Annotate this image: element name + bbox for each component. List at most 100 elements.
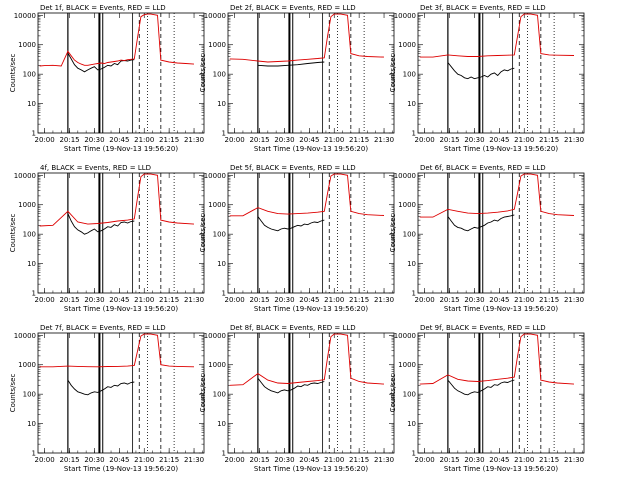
lld-series-line (39, 173, 195, 227)
panel-1: Det 1f, BLACK = Events, RED = LLD 1 10 100 1… (9, 4, 205, 153)
y-tick-label: 10 (217, 420, 226, 428)
panel-title: Det 5f, BLACK = Events, RED = LLD (230, 164, 356, 172)
plot-frame (417, 332, 585, 454)
x-tick-label: 20:30 (84, 456, 104, 464)
x-axis-label: Start Time (19-Nov-13 19:56:20) (254, 305, 368, 313)
panel-3: Det 3f, BLACK = Events, RED = LLD 1 10 100 1… (389, 4, 585, 153)
x-axis-label: Start Time (19-Nov-13 19:56:20) (64, 465, 178, 473)
y-tick-label: 10000 (14, 172, 36, 180)
y-tick-label: 1 (412, 450, 416, 458)
x-tick-label: 20:30 (464, 136, 484, 144)
x-tick-label: 20:15 (249, 296, 269, 304)
x-tick-label: 20:00 (415, 456, 435, 464)
lld-series-line (419, 173, 575, 218)
y-tick-label: 1000 (18, 41, 36, 49)
x-tick-label: 20:00 (225, 296, 245, 304)
events-series-line (447, 379, 515, 396)
x-tick-label: 20:00 (35, 136, 55, 144)
x-tick-label: 21:00 (134, 136, 154, 144)
panel-title: Det 9f, BLACK = Events, RED = LLD (420, 324, 546, 332)
x-tick-label: 20:30 (274, 296, 294, 304)
y-axis-label: Counts/sec (9, 214, 17, 253)
events-series-line (447, 62, 515, 80)
y-axis-label: Counts/sec (9, 54, 17, 93)
x-tick-label: 21:30 (374, 456, 394, 464)
plot-frame (227, 172, 395, 294)
plot-frame (227, 332, 395, 454)
x-tick-label: 20:45 (299, 136, 319, 144)
x-tick-label: 20:00 (35, 296, 55, 304)
x-axis-label: Start Time (19-Nov-13 19:56:20) (254, 145, 368, 153)
y-axis-label: Counts/sec (199, 54, 207, 93)
x-tick-label: 20:45 (299, 456, 319, 464)
y-tick-label: 10000 (204, 332, 226, 340)
x-tick-label: 21:00 (324, 456, 344, 464)
y-axis-label: Counts/sec (9, 374, 17, 413)
events-series-line (67, 379, 135, 396)
x-tick-label: 20:15 (59, 456, 79, 464)
x-tick-label: 20:00 (415, 296, 435, 304)
x-tick-label: 20:45 (299, 296, 319, 304)
x-tick-label: 21:15 (159, 136, 179, 144)
lld-series-line (229, 173, 385, 217)
y-tick-label: 1000 (208, 41, 226, 49)
x-tick-label: 21:30 (564, 136, 584, 144)
panel-9: Det 9f, BLACK = Events, RED = LLD 1 10 100 1… (389, 324, 585, 473)
panel-4: 4f, BLACK = Events, RED = LLD 1 10 100 1000 1… (9, 164, 205, 313)
x-tick-label: 20:15 (59, 136, 79, 144)
x-tick-label: 21:30 (184, 136, 204, 144)
lld-series-line (419, 333, 575, 385)
x-tick-label: 20:30 (84, 136, 104, 144)
y-axis-label: Counts/sec (389, 54, 397, 93)
y-tick-label: 10000 (394, 12, 416, 20)
events-series-line (257, 377, 325, 394)
x-axis-label: Start Time (19-Nov-13 19:56:20) (444, 145, 558, 153)
y-tick-label: 1 (32, 450, 36, 458)
y-tick-label: 10000 (394, 332, 416, 340)
panel-6: Det 6f, BLACK = Events, RED = LLD 1 10 100 1… (389, 164, 585, 313)
x-tick-label: 20:15 (439, 296, 459, 304)
x-tick-label: 21:30 (564, 456, 584, 464)
x-tick-label: 20:45 (489, 296, 509, 304)
x-tick-label: 20:15 (59, 296, 79, 304)
lld-series-line (229, 13, 385, 63)
plot-frame (37, 172, 205, 294)
panel-title: Det 3f, BLACK = Events, RED = LLD (420, 4, 546, 12)
events-series-line (257, 61, 325, 67)
events-series-line (67, 213, 135, 235)
x-tick-label: 20:30 (84, 296, 104, 304)
panel-title: Det 6f, BLACK = Events, RED = LLD (420, 164, 546, 172)
x-tick-label: 20:45 (489, 136, 509, 144)
panel-title: Det 1f, BLACK = Events, RED = LLD (40, 4, 166, 12)
y-tick-label: 1000 (208, 201, 226, 209)
y-axis-label: Counts/sec (389, 374, 397, 413)
panel-title: Det 2f, BLACK = Events, RED = LLD (230, 4, 356, 12)
x-tick-label: 21:15 (349, 136, 369, 144)
x-tick-label: 21:00 (514, 136, 534, 144)
x-tick-label: 21:00 (514, 456, 534, 464)
plot-frame (417, 172, 585, 294)
y-tick-label: 100 (403, 391, 416, 399)
x-tick-label: 20:15 (439, 136, 459, 144)
y-tick-label: 10 (407, 420, 416, 428)
y-axis-label: Counts/sec (389, 214, 397, 253)
x-tick-label: 21:15 (349, 296, 369, 304)
lld-series-line (229, 333, 385, 386)
x-tick-label: 21:15 (349, 456, 369, 464)
x-tick-label: 21:00 (134, 296, 154, 304)
y-tick-label: 1 (32, 290, 36, 298)
panel-title: Det 7f, BLACK = Events, RED = LLD (40, 324, 166, 332)
x-tick-label: 21:00 (514, 296, 534, 304)
x-tick-label: 20:15 (439, 456, 459, 464)
lld-series-line (419, 13, 575, 58)
x-axis-label: Start Time (19-Nov-13 19:56:20) (64, 145, 178, 153)
panel-title: 4f, BLACK = Events, RED = LLD (40, 164, 151, 172)
y-tick-label: 1000 (18, 201, 36, 209)
x-tick-label: 21:00 (324, 296, 344, 304)
y-tick-label: 10 (407, 260, 416, 268)
x-tick-label: 20:45 (489, 456, 509, 464)
y-tick-label: 100 (403, 231, 416, 239)
x-tick-label: 20:15 (249, 456, 269, 464)
x-tick-label: 21:30 (564, 296, 584, 304)
